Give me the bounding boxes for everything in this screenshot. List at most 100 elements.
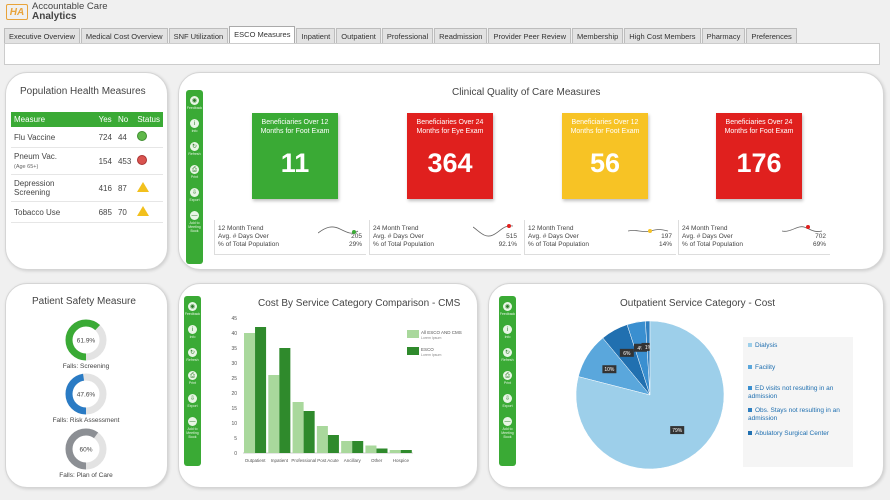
refresh-icon: ↻ xyxy=(189,142,199,151)
sidebar-export-button[interactable]: ⇩ Export xyxy=(502,394,513,408)
no-cell: 44 xyxy=(114,127,135,148)
quality-card[interactable]: Beneficiaries Over 12 Months for Foot Ex… xyxy=(252,113,338,199)
legend-item[interactable]: Abulatory Surgical Center xyxy=(748,430,848,438)
x-circle-icon xyxy=(137,155,148,165)
sidebar-refresh-button[interactable]: ↻ Refresh xyxy=(188,142,201,156)
sidebar-print-button[interactable]: ⎙ Print xyxy=(503,371,512,385)
sidebar-refresh-button[interactable]: ↻ Refresh xyxy=(501,348,514,362)
tab-pharmacy[interactable]: Pharmacy xyxy=(701,28,746,43)
pie-legend: Dialysis Facility ED visits not resulting … xyxy=(743,337,853,467)
card-label: Beneficiaries Over 12 Months for Foot Ex… xyxy=(570,119,640,135)
feedback-icon: ◉ xyxy=(503,302,512,311)
donut-chart: 60% xyxy=(65,428,107,470)
y-tick-label: 0 xyxy=(234,451,237,457)
sidebar-feedback-button[interactable]: ◉ Feedback xyxy=(500,302,515,316)
y-tick-label: 15 xyxy=(231,406,237,412)
tab-high-cost-members[interactable]: High Cost Members xyxy=(624,28,701,43)
quality-card[interactable]: Beneficiaries Over 24 Months for Foot Ex… xyxy=(716,113,802,199)
sidebar-info-button[interactable]: i Info xyxy=(503,325,512,339)
card-label: Beneficiaries Over 24 Months for Eye Exa… xyxy=(416,119,484,135)
refresh-icon: ↻ xyxy=(187,348,197,357)
pct-value: 14% xyxy=(658,241,672,248)
days-label: Avg. # Days Over xyxy=(682,233,733,240)
sidebar-export-button[interactable]: ⇩ Export xyxy=(189,188,200,202)
sidebar-feedback-button[interactable]: ◉ Feedback xyxy=(185,302,200,316)
table-row: Flu Vaccine 724 44 xyxy=(11,127,163,148)
sidebar-refresh-button[interactable]: ↻ Refresh xyxy=(186,348,199,362)
patient-safety-title: Patient Safety Measure xyxy=(32,296,136,307)
legend-label: Obs. Stays not resulting in an admission xyxy=(748,407,840,422)
status-cell xyxy=(134,174,163,202)
yes-cell: 724 xyxy=(95,127,115,148)
sidebar-feedback-button[interactable]: ◉ Feedback xyxy=(187,96,202,110)
no-cell: 87 xyxy=(114,174,135,202)
sidebar-add-to-meeting-book-button[interactable]: — Add to Meeting Book xyxy=(186,211,203,233)
y-tick-label: 10 xyxy=(231,421,237,427)
pct-value: 92.1% xyxy=(498,241,517,248)
bar-esco xyxy=(279,348,291,453)
donut-label: Falls: Risk Assessment xyxy=(52,417,120,424)
tab-esco-measures[interactable]: ESCO Measures xyxy=(229,26,296,43)
warning-icon xyxy=(137,182,150,192)
measure-name: Tobacco Use xyxy=(14,207,61,217)
donut-fill xyxy=(65,428,107,470)
tab-readmission[interactable]: Readmission xyxy=(434,28,488,43)
sidebar-print-button[interactable]: ⎙ Print xyxy=(188,371,197,385)
sidebar-info-button[interactable]: i Info xyxy=(190,119,199,133)
logo-mark: HA xyxy=(6,4,28,20)
legend-swatch xyxy=(748,386,752,391)
sidebar-label: Add to Meeting Book xyxy=(186,427,199,439)
days-label: Avg. # Days Over xyxy=(373,233,424,240)
donut-label: Falls: Plan of Care xyxy=(59,472,113,479)
pct-label: % of Total Population xyxy=(682,241,743,248)
legend-sub: Lorem Ipsum xyxy=(421,353,442,357)
sidebar-label: Print xyxy=(190,175,199,179)
sidebar-info-button[interactable]: i Info xyxy=(188,325,197,339)
legend-item[interactable]: Obs. Stays not resulting in an admission xyxy=(748,407,848,423)
sidebar-print-button[interactable]: ⎙ Print xyxy=(190,165,199,179)
bar-esco xyxy=(303,411,315,453)
sidebar-label: Info xyxy=(191,129,198,133)
tab-inpatient[interactable]: Inpatient xyxy=(296,28,336,43)
legend-item[interactable]: ED visits not resulting in an admission xyxy=(748,385,848,401)
measure-cell: Depression Screening xyxy=(11,174,96,202)
legend-label: All ESCO AND CMS xyxy=(421,330,462,335)
tab-outpatient[interactable]: Outpatient xyxy=(336,28,381,43)
tab-medical-cost-overview[interactable]: Medical Cost Overview xyxy=(80,28,168,43)
tab-snf-utilization[interactable]: SNF Utilization xyxy=(168,28,229,43)
sidebar-add-to-meeting-book-button[interactable]: — Add to Meeting Book xyxy=(184,417,201,439)
sidebar-label: Refresh xyxy=(188,152,201,156)
table-row: Depression Screening 416 87 xyxy=(11,174,163,202)
donut-label: Falls: Screening xyxy=(62,363,110,370)
sidebar-export-button[interactable]: ⇩ Export xyxy=(187,394,198,408)
sidebar-add-to-meeting-book-button[interactable]: — Add to Meeting Book xyxy=(499,417,516,439)
tab-preferences[interactable]: Preferences xyxy=(746,28,797,43)
tab-executive-overview[interactable]: Executive Overview xyxy=(4,28,80,43)
pie-label: 1% xyxy=(645,345,653,351)
measure-cell: Flu Vaccine xyxy=(11,127,96,148)
y-tick-label: 30 xyxy=(231,361,237,367)
bar-esco xyxy=(255,327,267,453)
tab-membership[interactable]: Membership xyxy=(572,28,624,43)
bar-all-esco-and-cms xyxy=(244,333,256,453)
sidebar-label: Feedback xyxy=(184,312,201,316)
card-label: Beneficiaries Over 24 Months for Foot Ex… xyxy=(724,119,794,135)
sparkline-dot xyxy=(507,224,511,228)
legend-swatch xyxy=(407,330,419,338)
tab-bar: Executive Overview Medical Cost Overview S… xyxy=(4,26,798,43)
sidebar-label: Export xyxy=(187,404,198,408)
tab-professional[interactable]: Professional xyxy=(381,28,434,43)
bar-all-esco-and-cms xyxy=(316,426,328,453)
legend-item[interactable]: Dialysis xyxy=(748,342,848,350)
quality-card[interactable]: Beneficiaries Over 12 Months for Foot Ex… xyxy=(562,113,648,199)
col-header-measure: Measure xyxy=(11,112,96,127)
days-value: 515 xyxy=(506,233,517,240)
bar-esco xyxy=(376,448,388,453)
legend-item[interactable]: Facility xyxy=(748,364,848,372)
sparkline-path xyxy=(628,229,669,232)
y-tick-label: 45 xyxy=(231,316,237,322)
quality-card[interactable]: Beneficiaries Over 24 Months for Eye Exa… xyxy=(407,113,493,199)
status-cell xyxy=(134,147,163,175)
tab-provider-peer-review[interactable]: Provider Peer Review xyxy=(488,28,572,43)
x-tick-label: Hospice xyxy=(393,458,410,463)
